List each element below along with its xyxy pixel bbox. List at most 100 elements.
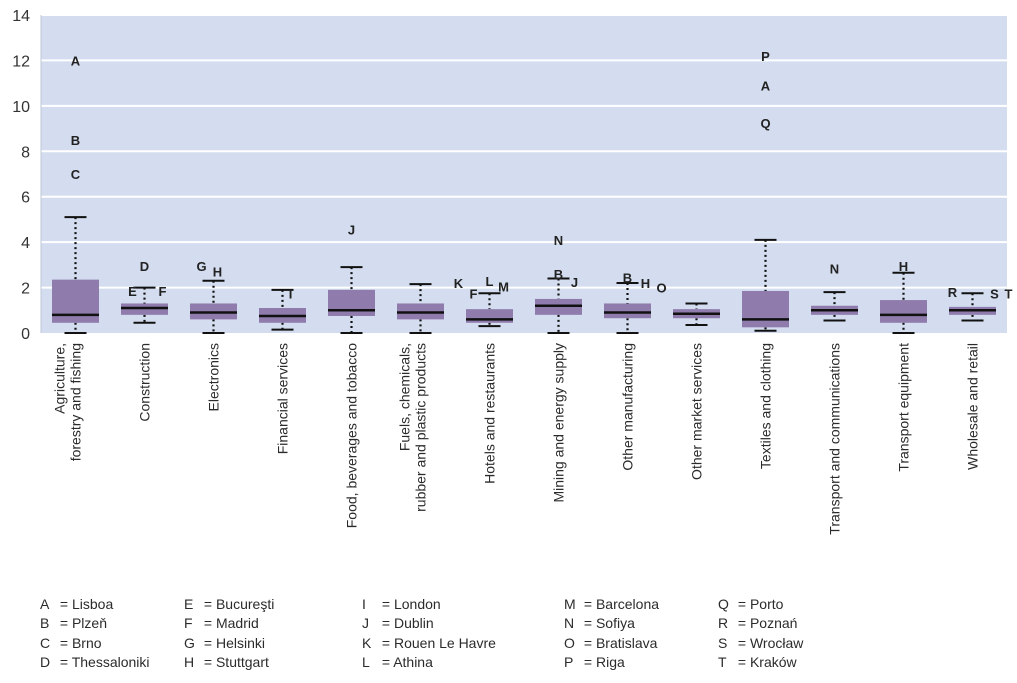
outlier-label: F bbox=[470, 286, 478, 301]
legend-code: L bbox=[362, 653, 370, 670]
box-10 bbox=[742, 238, 789, 332]
legend-code: Q bbox=[718, 596, 729, 612]
outlier-label: D bbox=[140, 259, 149, 274]
x-tick-label: Transport equipment bbox=[896, 343, 912, 472]
x-tick-label: Wholesale and retail bbox=[965, 343, 981, 470]
outlier-label: J bbox=[348, 223, 355, 238]
x-axis: Agriculture,forestry and fishing Construc… bbox=[52, 343, 981, 535]
box-1 bbox=[121, 286, 168, 324]
x-tick-label-line: Other market services bbox=[689, 343, 705, 480]
outlier-label: T bbox=[1005, 286, 1013, 301]
box-4 bbox=[328, 266, 375, 334]
legend-code: P bbox=[564, 653, 574, 670]
legend-code: E bbox=[184, 596, 194, 612]
outlier-label: J bbox=[571, 275, 578, 290]
legend-city: Plzeň bbox=[71, 615, 107, 632]
box-0 bbox=[52, 216, 99, 334]
x-tick-label-line: Hotels and restaurants bbox=[482, 343, 498, 484]
box-7 bbox=[535, 277, 582, 334]
outlier-label: B bbox=[554, 267, 563, 282]
box-11 bbox=[811, 291, 858, 322]
y-tick-label: 6 bbox=[21, 190, 30, 207]
legend-code: O bbox=[564, 634, 575, 651]
legend-city: Bucureşti bbox=[215, 596, 275, 612]
legend-code: F bbox=[184, 615, 193, 632]
legend-city: Riga bbox=[595, 653, 625, 670]
box-iqr bbox=[742, 290, 789, 328]
x-tick-label: Textiles and clothing bbox=[758, 343, 774, 469]
y-tick-label: 2 bbox=[21, 281, 30, 298]
x-tick-label-line: Textiles and clothing bbox=[758, 343, 774, 469]
legend-city: Poznań bbox=[749, 615, 798, 632]
legend-item: M = Barcelona bbox=[564, 595, 659, 614]
legend-item: O = Bratislava bbox=[564, 634, 657, 653]
legend-item: J = Dublin bbox=[362, 614, 434, 633]
box-iqr bbox=[52, 279, 99, 323]
legend-city: Porto bbox=[749, 596, 784, 612]
legend-city: Helsinki bbox=[215, 634, 265, 651]
legend-code: S bbox=[718, 634, 728, 651]
box-13 bbox=[949, 292, 996, 322]
outlier-label: S bbox=[990, 286, 999, 301]
x-tick-label: Food, beverages and tobacco bbox=[344, 343, 360, 528]
legend-code: J bbox=[362, 615, 369, 632]
box-iqr bbox=[880, 300, 927, 323]
legend-item: A = Lisboa bbox=[40, 595, 113, 614]
outlier-label: L bbox=[486, 274, 494, 289]
x-tick-label: Other market services bbox=[689, 343, 705, 480]
x-tick-label: Construction bbox=[137, 343, 153, 422]
x-tick-label-line: Transport equipment bbox=[896, 343, 912, 472]
outlier-label: G bbox=[196, 259, 206, 274]
legend-city: Lisboa bbox=[71, 596, 114, 612]
y-tick-label: 10 bbox=[12, 99, 30, 116]
legend-code: B bbox=[40, 615, 50, 632]
legend-item: F = Madrid bbox=[184, 614, 259, 633]
legend-code: H bbox=[184, 653, 195, 670]
outlier-label: N bbox=[554, 233, 563, 248]
legend-item: G = Helsinki bbox=[184, 634, 265, 653]
x-tick-label-line: Food, beverages and tobacco bbox=[344, 343, 360, 528]
x-tick-label-line: Electronics bbox=[206, 343, 222, 411]
y-tick-label: 8 bbox=[21, 144, 30, 161]
legend-code: N bbox=[564, 615, 575, 632]
outlier-label: O bbox=[656, 281, 666, 296]
legend-item: K = Rouen Le Havre bbox=[362, 634, 496, 653]
legend-city: Madrid bbox=[215, 615, 259, 632]
legend-city: Stuttgart bbox=[215, 653, 269, 670]
box-series bbox=[52, 216, 996, 334]
legend-item: N = Sofiya bbox=[564, 614, 635, 633]
box-6 bbox=[466, 292, 513, 328]
box-2 bbox=[190, 279, 237, 334]
x-tick-label-line: Financial services bbox=[275, 343, 291, 454]
legend-city: London bbox=[393, 596, 441, 612]
outlier-label: R bbox=[948, 285, 958, 300]
box-iqr bbox=[466, 309, 513, 323]
legend-code: T bbox=[718, 653, 727, 670]
legend-code: C bbox=[40, 634, 51, 651]
legend-city: Dublin bbox=[393, 615, 434, 632]
outlier-label: F bbox=[159, 284, 167, 299]
x-tick-label: Hotels and restaurants bbox=[482, 343, 498, 484]
x-tick-label-line: Agriculture, bbox=[52, 343, 68, 414]
x-tick-label: Transport and communications bbox=[827, 343, 843, 535]
legend-city: Thessaloniki bbox=[71, 653, 150, 670]
outlier-label: H bbox=[899, 259, 908, 274]
x-tick-label-line: Other manufacturing bbox=[620, 343, 636, 471]
x-tick-label-line: Transport and communications bbox=[827, 343, 843, 535]
legend-city: Kraków bbox=[749, 653, 797, 670]
legend-city: Rouen Le Havre bbox=[393, 634, 496, 651]
outlier-label: I bbox=[289, 286, 293, 301]
legend-code: G bbox=[184, 634, 195, 651]
legend-item: R = Poznań bbox=[718, 614, 797, 633]
box-5 bbox=[397, 283, 444, 334]
legend-item: S = Wrocław bbox=[718, 634, 803, 653]
y-tick-label: 14 bbox=[12, 8, 30, 25]
outlier-label: A bbox=[761, 78, 771, 93]
legend-code: M bbox=[564, 596, 576, 612]
outlier-label: C bbox=[71, 167, 81, 182]
box-3 bbox=[259, 288, 306, 331]
legend: A = Lisboa B = Plzeň C = Brno D = Thessalon… bbox=[40, 595, 1000, 683]
x-tick-label: Mining and energy supply bbox=[551, 343, 567, 503]
legend-item: H = Stuttgart bbox=[184, 653, 269, 672]
